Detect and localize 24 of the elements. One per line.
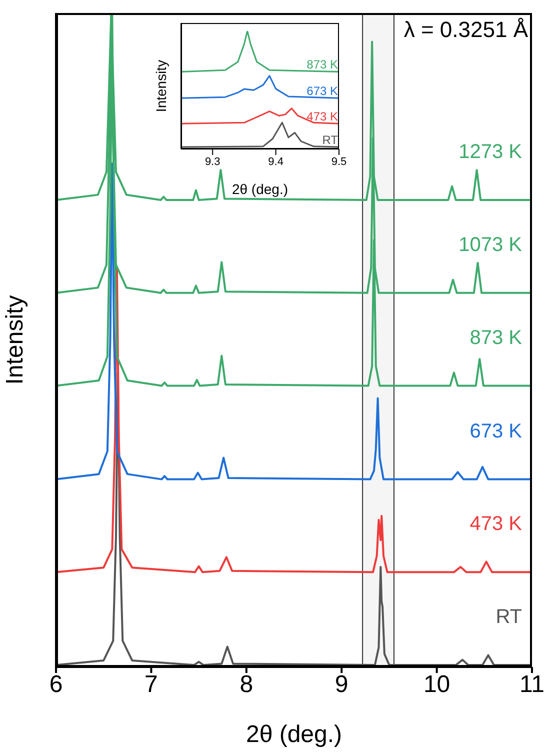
series-label: 473 K xyxy=(470,513,523,536)
y-axis-title: Intensity xyxy=(2,295,29,385)
series-label: 673 K xyxy=(306,84,338,98)
x-tick-label: 9.4 xyxy=(268,156,284,168)
annotation: λ = 0.3251 Å xyxy=(404,17,528,43)
x-tick-label: 9.3 xyxy=(204,156,220,168)
x-tick-label: 9 xyxy=(334,671,348,698)
x-axis-title: 2θ (deg.) xyxy=(246,721,342,748)
series-label: 1273 K xyxy=(458,141,523,164)
x-tick-label: 7 xyxy=(144,671,158,698)
x-tick-label: 9.5 xyxy=(331,156,347,168)
y-axis-title: Intensity xyxy=(152,60,169,112)
series-label: 473 K xyxy=(306,110,338,124)
x-tick-label: 11 xyxy=(520,671,544,698)
series-label: RT xyxy=(496,606,522,628)
x-axis-title: 2θ (deg.) xyxy=(232,181,288,197)
series-label: 1073 K xyxy=(458,234,523,256)
series-label: 873 K xyxy=(306,58,338,72)
x-tick-label: 8 xyxy=(240,671,254,698)
x-tick-label: 10 xyxy=(423,671,450,698)
x-tick-label: 6 xyxy=(49,671,63,698)
series-label: 873 K xyxy=(470,326,523,349)
series-label: 673 K xyxy=(470,420,523,442)
series-label: RT xyxy=(322,132,339,147)
